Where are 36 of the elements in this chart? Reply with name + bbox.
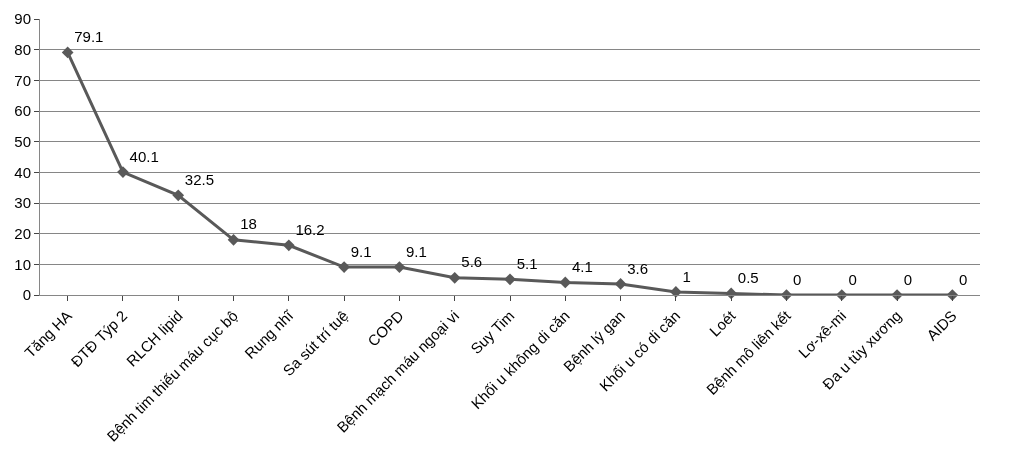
data-label: 16.2 (295, 220, 325, 238)
point (504, 273, 516, 286)
y-tick-label: 30 (14, 194, 31, 212)
data-label: 79.1 (74, 28, 104, 46)
point (61, 46, 74, 59)
data-label: 0 (793, 270, 802, 288)
point (559, 276, 572, 289)
point (172, 189, 185, 202)
point (448, 271, 461, 284)
data-label: 0 (958, 270, 968, 288)
data-label: 0.5 (737, 269, 759, 287)
data-label: 9.1 (406, 242, 427, 260)
data-label: 9.1 (350, 242, 372, 260)
point (227, 233, 240, 246)
data-label: 0 (903, 270, 913, 288)
y-tick-label: 70 (14, 71, 31, 89)
data-label: 4.1 (571, 258, 593, 276)
data-label: 40.1 (129, 147, 159, 165)
data-label: 1 (682, 267, 691, 285)
y-tick-label: 0 (22, 286, 31, 304)
y-tick-label: 40 (14, 163, 31, 181)
data-label: 0 (848, 270, 857, 288)
y-tick-label: 10 (14, 255, 31, 273)
y-tick-label: 20 (14, 224, 31, 242)
point (393, 261, 406, 273)
data-label: 32.5 (184, 170, 215, 188)
y-tick-label: 80 (14, 40, 31, 58)
data-label: 5.6 (461, 253, 483, 271)
point (282, 239, 295, 252)
data-label: 3.6 (627, 259, 649, 277)
y-tick-label: 50 (14, 132, 31, 150)
y-tick-label: 60 (14, 102, 31, 120)
data-label: 18 (240, 215, 257, 233)
y-tick-label: 90 (14, 10, 31, 28)
data-label: 5.1 (516, 254, 538, 272)
point (338, 261, 350, 273)
